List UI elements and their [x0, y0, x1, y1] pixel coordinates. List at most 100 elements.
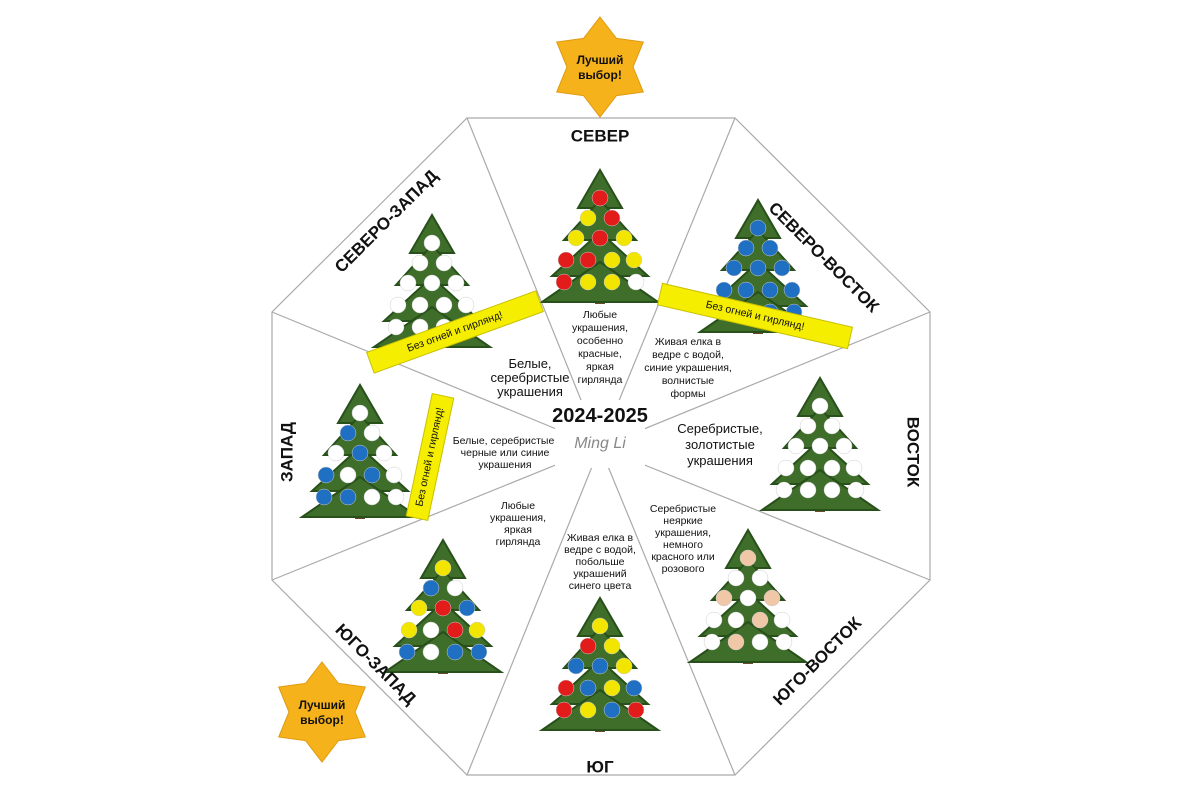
ornament	[468, 621, 486, 639]
description-line: украшения,	[655, 527, 711, 539]
ornament	[811, 437, 829, 455]
description-line: серебристые	[490, 370, 569, 385]
ornament	[399, 274, 417, 292]
ornament	[410, 599, 428, 617]
ornament	[811, 397, 829, 415]
ornament	[387, 488, 405, 506]
ornament	[470, 643, 488, 661]
ornament	[434, 559, 452, 577]
ornament	[835, 437, 853, 455]
description-line: яркая	[586, 361, 614, 373]
description-line: неяркие	[663, 515, 703, 527]
ornament	[773, 611, 791, 629]
description: Белые, серебристые, черные или синие украш…	[453, 435, 557, 471]
ornament	[627, 273, 645, 291]
ornament	[603, 251, 621, 269]
ornament	[727, 569, 745, 587]
description-line: формы	[670, 388, 705, 400]
ornament	[385, 466, 403, 484]
description-line: синие украшения,	[644, 362, 732, 374]
banner-bg	[405, 392, 455, 522]
ornament	[763, 589, 781, 607]
ornament	[727, 611, 745, 629]
ornament	[799, 481, 817, 499]
logo: Ming Li	[574, 435, 626, 452]
direction-label: ЮГ	[586, 757, 614, 776]
description-line: Любые	[583, 309, 617, 321]
ornament	[411, 296, 429, 314]
description-line: Серебристые	[650, 503, 716, 515]
description: Серебристые неяркие украшения, немного красн…	[650, 503, 716, 575]
ornament	[567, 229, 585, 247]
ornament	[446, 621, 464, 639]
badge-line: выбор!	[578, 68, 622, 82]
ornament	[727, 633, 745, 651]
description-line: немного	[663, 539, 703, 551]
description-line: украшений	[573, 568, 626, 580]
ornament	[398, 643, 416, 661]
ornament	[447, 274, 465, 292]
ornament	[422, 579, 440, 597]
description: Живая елка в ведре с водой, побольше украше…	[564, 532, 636, 592]
ornament	[823, 417, 841, 435]
ornament	[422, 643, 440, 661]
ornament	[446, 579, 464, 597]
description-line: особенно	[577, 335, 623, 347]
ornament	[591, 617, 609, 635]
tree	[298, 383, 422, 519]
ornament	[400, 621, 418, 639]
description: Любые украшения, яркая гирлянда	[490, 500, 546, 548]
description-line: побольше	[575, 556, 624, 568]
ornament	[315, 488, 333, 506]
ornament	[579, 679, 597, 697]
description-line: Живая елка в	[567, 532, 634, 544]
trees	[298, 168, 882, 732]
ornament	[458, 599, 476, 617]
direction-label: ВОСТОК	[904, 417, 923, 488]
ornament	[591, 657, 609, 675]
description-line: гирлянда	[578, 374, 623, 386]
description-line: Белые, серебристые,	[453, 435, 557, 447]
ornament	[557, 251, 575, 269]
description-line: украшения,	[572, 322, 628, 334]
ornament	[434, 599, 452, 617]
ornament	[422, 621, 440, 639]
ornament	[591, 189, 609, 207]
description-line: украшения	[497, 384, 563, 399]
ornament	[339, 488, 357, 506]
center-bg	[555, 400, 645, 468]
ornament	[555, 273, 573, 291]
ornament	[387, 318, 405, 336]
ornament	[739, 549, 757, 567]
ornament	[567, 657, 585, 675]
ornament	[615, 657, 633, 675]
badge-text: Лучший выбор!	[577, 53, 624, 82]
description-line: украшения	[478, 459, 531, 471]
ornament	[579, 701, 597, 719]
ornament	[351, 404, 369, 422]
ornament	[603, 637, 621, 655]
ornament	[339, 424, 357, 442]
ornament	[725, 259, 743, 277]
tree	[381, 538, 505, 674]
description-line: яркая	[504, 524, 532, 536]
badge-star	[555, 16, 645, 118]
banner-bg	[366, 290, 544, 374]
ornament	[615, 229, 633, 247]
tree	[686, 528, 810, 664]
ornament	[783, 281, 801, 299]
ornament	[715, 281, 733, 299]
ornament	[579, 637, 597, 655]
badge: Лучший выбор!	[277, 661, 367, 763]
ornament	[751, 633, 769, 651]
ornament	[435, 254, 453, 272]
description-line: красного или	[651, 551, 715, 563]
ornament	[555, 701, 573, 719]
tree	[370, 213, 494, 349]
ornament	[799, 417, 817, 435]
ornament	[761, 281, 779, 299]
description-line: золотистые	[685, 437, 755, 452]
tree	[758, 376, 882, 512]
ornament	[775, 481, 793, 499]
